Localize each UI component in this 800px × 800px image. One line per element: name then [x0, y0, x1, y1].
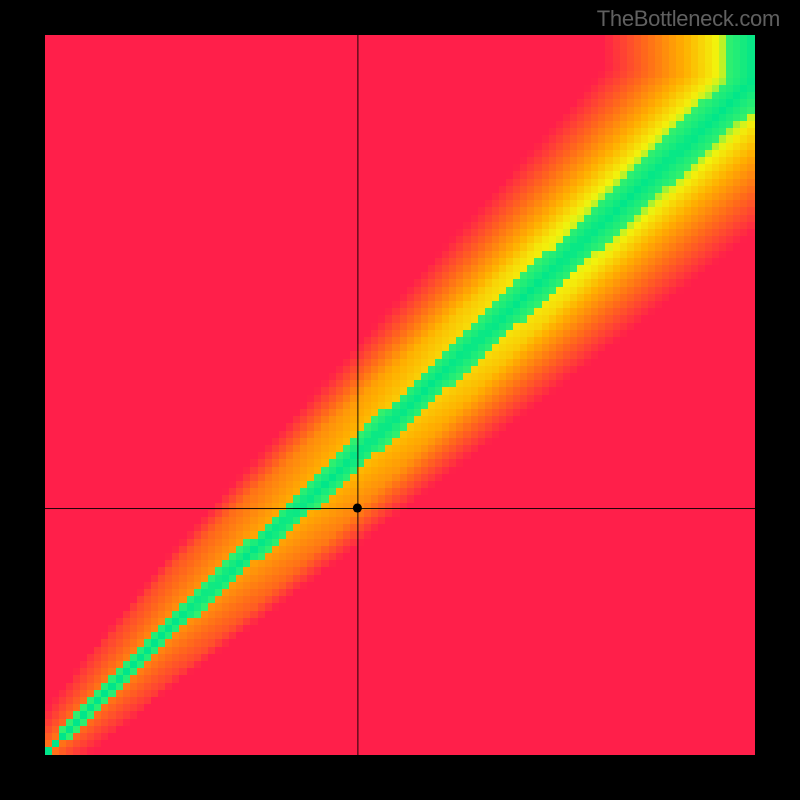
watermark-text: TheBottleneck.com — [597, 6, 780, 32]
chart-container: TheBottleneck.com — [0, 0, 800, 800]
heatmap-canvas — [45, 35, 755, 755]
heatmap-plot — [45, 35, 755, 755]
